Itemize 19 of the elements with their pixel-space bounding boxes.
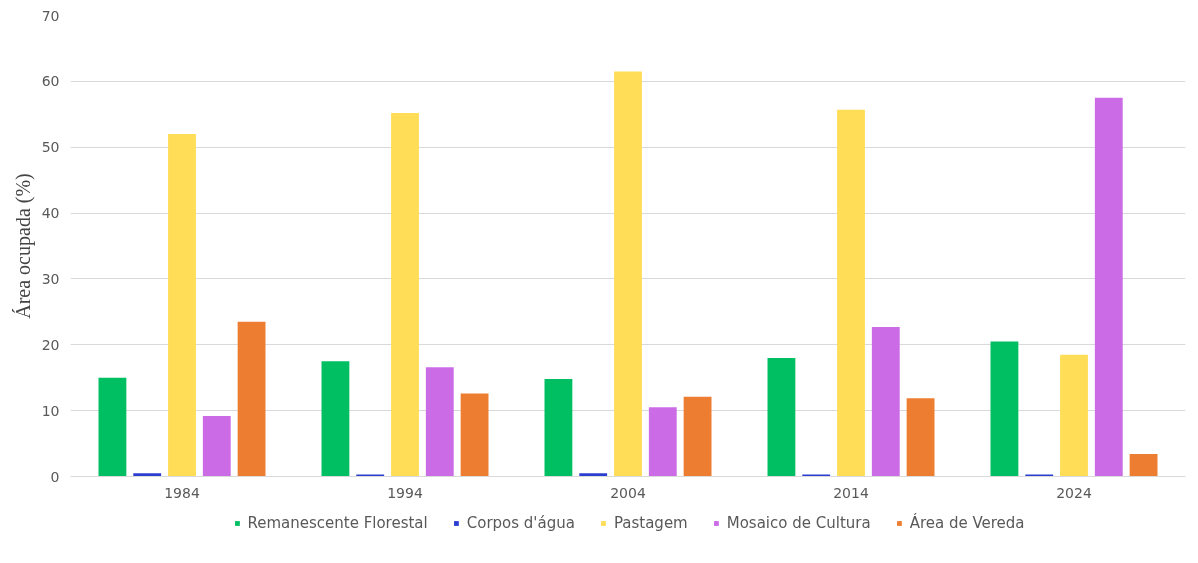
y-axis-title: Área ocupada (%)	[11, 173, 35, 319]
y-tick-label: 10	[41, 402, 60, 419]
y-tick-label: 30	[41, 270, 60, 287]
x-tick-label: 1984	[164, 484, 200, 501]
legend-label: Pastagem	[613, 513, 688, 532]
y-tick-label: 50	[41, 139, 60, 156]
y-tick-label: 40	[41, 205, 60, 222]
x-tick-label: 2024	[1056, 484, 1092, 501]
x-tick-label: 1994	[387, 484, 423, 501]
x-tick-label: 2014	[833, 484, 869, 501]
x-tick-label: 2004	[610, 484, 646, 501]
y-tick-label: 0	[50, 468, 60, 485]
y-tick-label: 60	[41, 73, 60, 90]
y-tick-label: 20	[41, 336, 60, 353]
legend-label: Mosaico de Cultura	[726, 513, 871, 532]
legend-label: Corpos d'água	[466, 513, 575, 532]
y-tick-label: 70	[41, 7, 60, 24]
legend-label: Área de Vereda	[909, 513, 1025, 532]
legend-label: Remanescente Florestal	[247, 513, 428, 532]
